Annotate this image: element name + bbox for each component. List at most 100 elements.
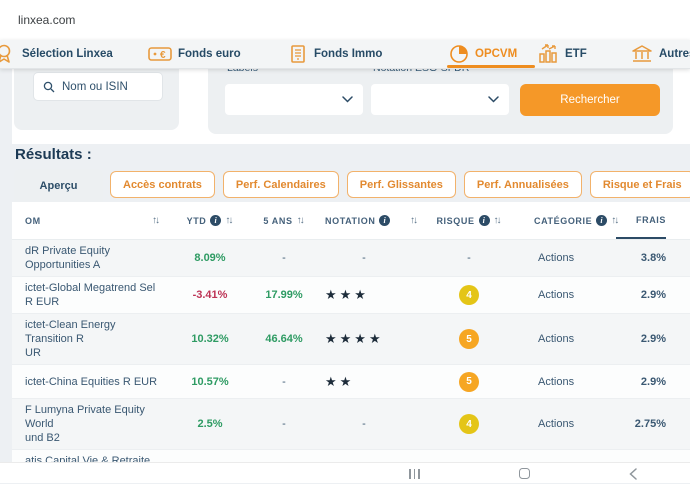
svg-text:€: €	[160, 50, 166, 61]
site-navbar: Sélection Linxea € Fonds euro Fonds Immo…	[0, 40, 690, 69]
back-icon[interactable]	[629, 463, 637, 484]
sort-icon[interactable]: ↑↓	[296, 215, 305, 226]
categorie-value: Actions	[538, 289, 575, 301]
categorie-value: Actions	[538, 333, 575, 345]
info-icon[interactable]: i	[596, 215, 608, 226]
table-row[interactable]: dR Private Equity Opportunities A 8.09% - -…	[12, 240, 690, 277]
fund-name: atis Capital Vie & Retraite Ren 6509	[25, 455, 151, 462]
recents-icon[interactable]	[409, 463, 420, 484]
perf-5ans-value: -	[282, 418, 286, 430]
categorie-value: Actions	[538, 418, 575, 430]
ytd-value: 2.5%	[197, 418, 223, 430]
categorie-value: Actions	[538, 252, 575, 264]
categorie-value: Actions	[538, 375, 575, 388]
tab-perf-glissantes[interactable]: Perf. Glissantes	[346, 171, 456, 198]
tab-risque-et-frais[interactable]: Risque et Frais	[589, 171, 690, 198]
chevron-down-icon	[342, 96, 353, 103]
browser-top-bar: linxea.com	[0, 0, 690, 40]
nav-item-selection-linxea[interactable]: Sélection Linxea	[0, 40, 113, 68]
building-icon	[291, 45, 305, 63]
notation-value: -	[362, 418, 366, 430]
ribbon-icon	[0, 44, 11, 63]
frais-value: 2.9%	[640, 333, 666, 345]
nav-label: ETF	[565, 48, 587, 60]
table-row[interactable]: ictet-China Equities R EUR 10.57% - ★★ 5 Acti…	[12, 365, 690, 399]
search-panel: Nom ou ISIN	[14, 58, 179, 130]
bank-icon	[632, 45, 652, 62]
header-categorie[interactable]: CATÉGORIE i ↑↓	[534, 215, 619, 226]
perf-5ans-value: -	[282, 375, 286, 388]
info-icon[interactable]: i	[210, 215, 222, 226]
header-notation-sort[interactable]: ↑↓	[410, 202, 428, 239]
tab-acces-contrats[interactable]: Accès contrats	[110, 171, 215, 198]
notation-esg-select[interactable]	[371, 84, 509, 115]
search-icon	[43, 81, 55, 92]
system-nav-bar	[0, 462, 690, 483]
labels-select[interactable]	[225, 84, 363, 115]
nav-item-opcvm[interactable]: OPCVM	[449, 40, 517, 68]
sort-icon[interactable]: ↑↓	[225, 215, 233, 226]
tab-perf-annualisees[interactable]: Perf. Annualisées	[463, 171, 582, 198]
home-icon[interactable]	[519, 463, 530, 484]
header-risque[interactable]: RISQUE i ↑↓	[436, 215, 502, 226]
nav-label: Fonds Immo	[314, 48, 383, 60]
notation-value: -	[362, 252, 366, 264]
frais-value: 2.9%	[640, 289, 666, 301]
header-nom[interactable]: OM ↑↓	[25, 215, 160, 226]
table-row[interactable]: atis Capital Vie & Retraite Ren 65093.52…	[12, 450, 690, 462]
tab-perf-calendaires[interactable]: Perf. Calendaires	[222, 171, 339, 198]
sort-icon[interactable]: ↑↓	[493, 215, 502, 226]
header-ytd[interactable]: YTD i ↑↓	[186, 215, 233, 226]
results-table: OM ↑↓ YTD i ↑↓ 5 ANS ↑↓ NOTATION i ↑↓ RI…	[12, 202, 690, 462]
search-input[interactable]: Nom ou ISIN	[33, 72, 163, 101]
nav-item-autres[interactable]: Autres	[631, 40, 690, 68]
active-tab-underline	[447, 65, 535, 68]
ytd-value: 10.57%	[191, 375, 229, 388]
risque-value: -	[467, 252, 471, 264]
risque-badge: 4	[459, 285, 479, 305]
fund-name: dR Private Equity Opportunities A	[25, 245, 110, 271]
frais-value: 2.9%	[640, 375, 666, 388]
criteria-panel: Labels Notation ESG-SFDR Rechercher	[208, 58, 673, 134]
fund-name: F Lumyna Private Equity World und B2	[25, 404, 145, 444]
perf-5ans-value: -	[282, 252, 286, 264]
search-placeholder: Nom ou ISIN	[62, 80, 128, 93]
results-title: Résultats :	[15, 146, 92, 163]
pie-chart-icon	[450, 45, 468, 63]
table-row[interactable]: F Lumyna Private Equity World und B2 2.5%…	[12, 399, 690, 450]
risque-badge: 5	[459, 371, 479, 392]
nav-item-fonds-immo[interactable]: Fonds Immo	[288, 40, 382, 68]
perf-5ans-value: 17.99%	[265, 289, 303, 301]
header-notation[interactable]: NOTATION i	[318, 202, 410, 239]
header-5ans[interactable]: 5 ANS ↑↓	[263, 215, 305, 226]
table-row[interactable]: ictet-Clean Energy Transition R UR 10.32%…	[12, 314, 690, 365]
risque-cell: 4	[428, 285, 510, 305]
frais-value: 2.75%	[634, 418, 666, 430]
header-frais[interactable]: FRAIS	[616, 202, 666, 239]
frais-value: 3.8%	[640, 252, 666, 264]
tab-apercu[interactable]: Aperçu	[14, 169, 103, 202]
rechercher-button[interactable]: Rechercher	[520, 84, 660, 116]
nav-item-fonds-euro[interactable]: € Fonds euro	[148, 40, 241, 68]
ticket-euro-icon: €	[148, 47, 172, 61]
nav-item-etf[interactable]: ETF	[537, 40, 587, 68]
ytd-value: -3.41%	[192, 289, 228, 301]
bar-chart-icon	[539, 44, 557, 63]
notation-stars: ★★★★	[325, 331, 384, 346]
sort-icon[interactable]: ↑↓	[410, 215, 418, 226]
notation-stars: ★★★	[325, 287, 369, 302]
fund-name: ictet-Global Megatrend Sel R EUR	[25, 282, 156, 308]
ytd-value: 8.09%	[194, 252, 226, 264]
info-icon[interactable]: i	[478, 215, 490, 226]
results-tabs: Accès contrats Perf. Calendaires Perf. G…	[110, 171, 690, 198]
sort-icon[interactable]: ↑↓	[611, 215, 619, 226]
nav-label: Fonds euro	[178, 48, 241, 60]
table-row[interactable]: ictet-Global Megatrend Sel R EUR -3.41% 17…	[12, 277, 690, 314]
chevron-down-icon	[488, 96, 499, 103]
nav-label: Sélection Linxea	[22, 48, 113, 60]
sort-icon[interactable]: ↑↓	[152, 215, 160, 226]
info-icon[interactable]: i	[379, 215, 391, 226]
nav-label: Autres	[659, 48, 690, 60]
address-url[interactable]: linxea.com	[18, 13, 76, 27]
risque-cell: 5	[428, 371, 510, 392]
